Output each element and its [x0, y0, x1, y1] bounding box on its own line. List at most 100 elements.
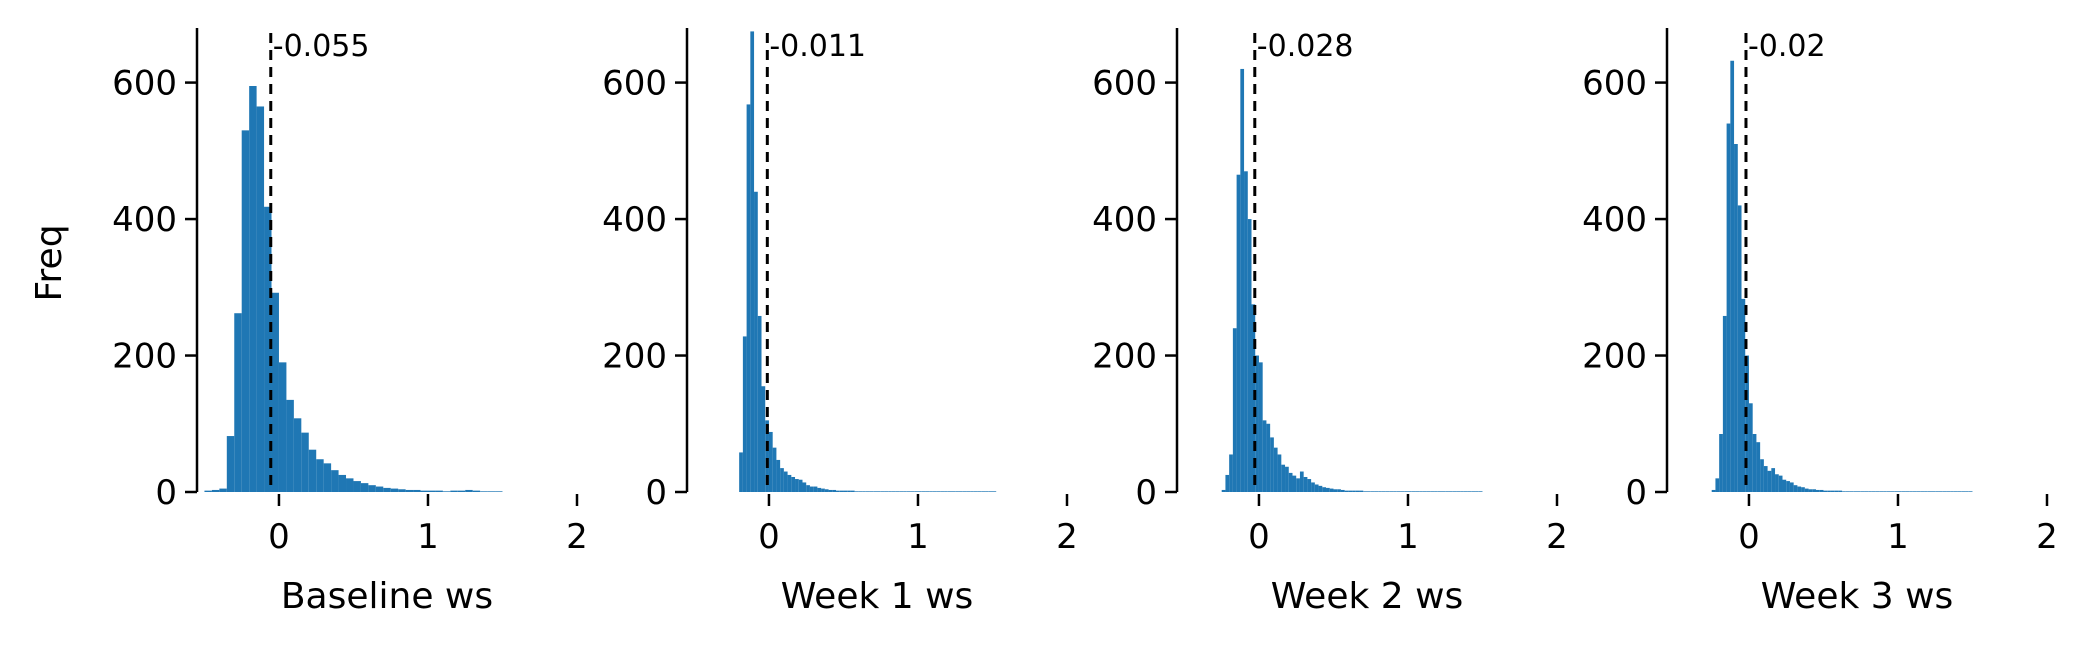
histogram-bar	[1419, 491, 1423, 492]
histogram-bar	[973, 491, 978, 492]
histogram-bar	[353, 481, 361, 492]
histogram-bar	[1456, 491, 1461, 492]
histogram-bar	[1767, 470, 1772, 492]
histogram-bar	[836, 490, 840, 492]
histogram-bar	[1337, 489, 1341, 492]
histogram-bar	[1359, 490, 1364, 492]
x-tick-label: 1	[417, 517, 439, 557]
histogram-bar	[1816, 489, 1820, 492]
histogram-bar	[219, 488, 227, 492]
histogram-bar	[1916, 491, 1921, 492]
histogram-bar	[1389, 491, 1394, 492]
histogram-bar	[772, 447, 777, 492]
histogram-bar	[839, 490, 844, 492]
histogram-bar	[1393, 491, 1397, 492]
histogram-bar	[865, 491, 870, 492]
histogram-bar	[1756, 442, 1761, 492]
x-tick-label: 0	[1738, 517, 1760, 557]
histogram-bar	[1920, 491, 1925, 492]
histogram-bar	[1460, 491, 1464, 492]
histogram-bar	[1942, 491, 1947, 492]
histogram-bar	[308, 449, 317, 492]
histogram-bar	[1734, 144, 1738, 492]
histogram-bar	[1752, 434, 1757, 492]
histogram-bar	[925, 491, 930, 492]
histogram-bar	[806, 485, 810, 492]
histogram-bar	[932, 491, 937, 492]
histogram-bar	[850, 490, 855, 492]
histogram-bar	[802, 482, 807, 492]
histogram-bar	[1730, 60, 1735, 493]
histogram-bar	[754, 191, 758, 492]
histogram-bar	[843, 490, 848, 492]
histogram-bar	[783, 471, 788, 492]
histogram-bar	[1314, 484, 1319, 492]
histogram-bar	[1864, 491, 1869, 492]
histogram-bar	[821, 488, 825, 492]
histogram-bar	[899, 491, 904, 492]
x-tick-label: 2	[2036, 517, 2058, 557]
histogram-bar	[1737, 205, 1742, 493]
histogram-bar	[1326, 487, 1330, 492]
histogram-bar	[1775, 474, 1779, 492]
histogram-bar	[1830, 490, 1835, 492]
histogram-bar	[1860, 491, 1865, 492]
histogram-bar	[958, 491, 963, 492]
histogram-bar	[884, 491, 889, 492]
histogram-bar	[739, 452, 743, 492]
histogram-bar	[1953, 491, 1958, 492]
histogram-bar	[791, 476, 796, 492]
histogram-bar	[450, 490, 458, 492]
x-tick-label: 0	[268, 517, 290, 557]
panel-week-1: 0 200 400 600 0 1 2 -0.011 Week 1 ws	[602, 28, 1078, 617]
y-tick-label: 0	[1625, 473, 1647, 513]
histogram-bar	[1883, 491, 1887, 492]
histogram-bar	[286, 399, 294, 492]
histogram-bar	[264, 206, 272, 492]
histogram-bar	[1957, 491, 1962, 492]
histogram-bar	[1748, 403, 1753, 492]
y-tick-label: 600	[1582, 64, 1647, 104]
histogram-bar	[1422, 491, 1427, 492]
histogram-bar	[1400, 491, 1405, 492]
histogram-bar	[1352, 490, 1356, 492]
figure-ylabel: Freq	[29, 224, 70, 301]
median-label: -0.055	[273, 29, 370, 64]
y-tick-label: 0	[1135, 473, 1157, 513]
histogram-bar	[1801, 487, 1805, 492]
histogram-bar	[1437, 491, 1442, 492]
histogram-bar	[1782, 479, 1787, 492]
histogram-bar	[1404, 491, 1408, 492]
histogram-bar	[1296, 478, 1300, 492]
histogram-bar	[1385, 491, 1390, 492]
histogram-bar	[906, 491, 911, 492]
histogram-bar	[1329, 488, 1334, 492]
x-axis-label: Week 1 ws	[781, 576, 974, 617]
histogram-bar	[1355, 490, 1360, 492]
histogram-bar	[1225, 474, 1230, 492]
histogram-bar	[1771, 468, 1776, 492]
histogram-bar	[761, 386, 766, 492]
histogram-bar	[746, 104, 751, 493]
histogram-bar	[383, 487, 391, 492]
histogram-bar	[1894, 491, 1898, 492]
histogram-bar	[914, 491, 918, 492]
histogram-bar	[1786, 481, 1790, 492]
histogram-bar	[1793, 485, 1798, 492]
histogram-bar	[331, 470, 339, 492]
x-tick-label: 2	[566, 517, 588, 557]
histogram-bar	[757, 315, 762, 492]
histogram-bar	[888, 491, 892, 492]
histogram-bar	[1741, 298, 1746, 492]
x-tick-label: 2	[1546, 517, 1568, 557]
histogram-bar	[1845, 491, 1850, 492]
histogram-bar	[1434, 491, 1438, 492]
histogram-bar	[862, 491, 866, 492]
x-tick-label: 1	[1887, 517, 1909, 557]
histogram-bar	[780, 468, 784, 492]
histogram-bar	[1961, 491, 1966, 492]
histogram-bar	[1318, 485, 1323, 492]
histogram-bar	[1270, 437, 1274, 492]
y-tick-label: 200	[1092, 337, 1157, 377]
